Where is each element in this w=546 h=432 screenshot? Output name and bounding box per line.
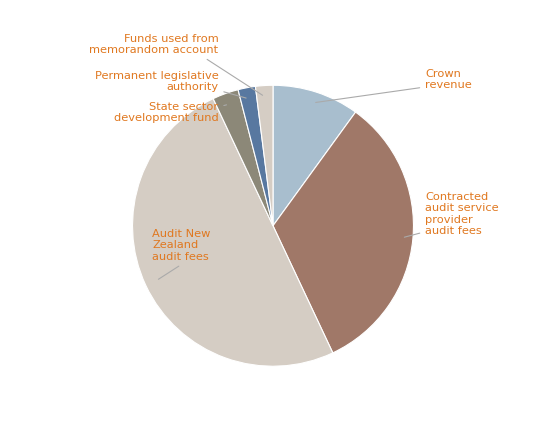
Text: State sector
development fund: State sector development fund	[114, 102, 227, 124]
Text: Permanent legislative
authority: Permanent legislative authority	[94, 70, 246, 98]
Wedge shape	[273, 85, 355, 226]
Wedge shape	[213, 90, 273, 226]
Wedge shape	[133, 98, 333, 366]
Text: Audit New
Zealand
audit fees: Audit New Zealand audit fees	[152, 229, 210, 279]
Text: Crown
revenue: Crown revenue	[316, 69, 472, 102]
Wedge shape	[273, 112, 413, 353]
Wedge shape	[256, 85, 273, 226]
Text: Contracted
audit service
provider
audit fees: Contracted audit service provider audit …	[405, 192, 499, 237]
Wedge shape	[238, 86, 273, 226]
Text: Funds used from
memorandom account: Funds used from memorandom account	[89, 34, 263, 95]
